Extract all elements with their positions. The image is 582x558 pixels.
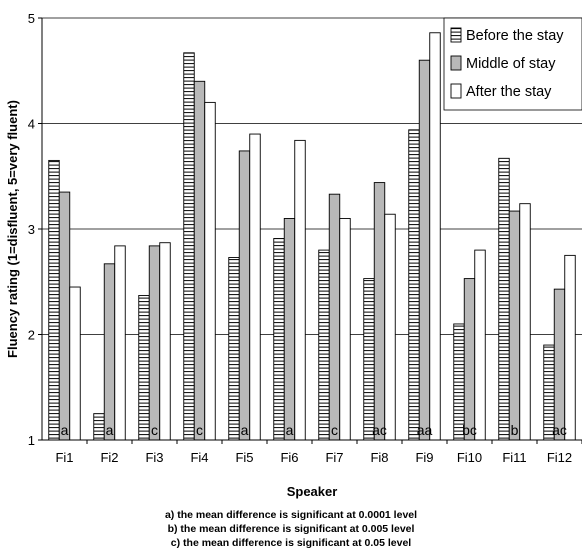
bar-before-the-stay [183,52,195,441]
x-tick-label: Fi9 [415,450,433,465]
x-tick-label: Fi2 [100,450,118,465]
footnote-a: a) the mean difference is significant at… [164,509,418,521]
bar-middle-of-stay [283,217,296,441]
bar-before-the-stay [363,278,375,441]
bar-before-the-stay [93,413,105,441]
bar-middle-of-stay [58,191,71,441]
bar-middle-of-stay [463,278,476,441]
bar-middle-of-stay [148,245,161,441]
footnote-b: b) the mean difference is significant at… [167,523,415,535]
bar-before-the-stay [138,295,150,441]
labels: 1 2 3 4 5 Fi1 a Fi2 a Fi3 c Fi4 c Fi5 a Fi6 a Fi7 c Fi8 ac Fi… [5,11,572,499]
footnotes: a) the mean difference is significant at… [0,508,582,550]
bar-middle-of-stay [193,80,206,441]
legend-label: Middle of stay [466,56,556,72]
x-tick-label: Fi4 [190,450,208,465]
significance-label: bc [462,422,477,438]
bar-after-the-stay [339,217,351,441]
y-tick-label: 2 [28,328,35,343]
significance-label: c [331,422,338,438]
legend-swatch [450,27,462,43]
bar-after-the-stay [294,139,306,441]
significance-label: b [511,422,519,438]
x-tick-label: Fi11 [502,450,526,465]
legend-label: After the stay [466,84,552,100]
y-axis-title: Fluency rating (1=disfluent, 5=very flue… [5,100,20,358]
bar-before-the-stay [408,129,420,441]
significance-label: ac [552,422,567,438]
bar-before-the-stay [228,257,240,441]
bars [48,32,576,441]
bar-middle-of-stay [508,210,521,441]
x-tick-label: Fi7 [325,450,343,465]
y-tick-label: 3 [28,222,35,237]
bar-after-the-stay [204,101,216,441]
legend-label: Before the stay [466,28,564,44]
axes [38,17,582,444]
significance-label: a [61,422,69,438]
bar-before-the-stay [48,159,60,441]
bar-before-the-stay [498,157,510,441]
x-tick-label: Fi10 [457,450,482,465]
x-tick-label: Fi6 [280,450,298,465]
bar-middle-of-stay [238,150,251,441]
significance-label: ac [372,422,387,438]
y-tick-label: 1 [28,433,35,448]
bar-middle-of-stay [328,193,341,441]
legend-swatch [450,83,462,99]
x-tick-label: Fi8 [370,450,388,465]
legend-swatch [450,55,462,71]
x-tick-label: Fi12 [547,450,572,465]
significance-label: aa [417,422,433,438]
bar-after-the-stay [564,254,576,441]
bar-middle-of-stay [553,288,566,441]
bar-after-the-stay [429,32,441,441]
bar-middle-of-stay [373,182,386,441]
significance-label: a [286,422,294,438]
footnote-c: c) the mean difference is significant at… [170,537,412,549]
y-tick-label: 5 [28,11,35,26]
legend-box [443,17,582,111]
significance-label: c [196,422,203,438]
significance-label: a [241,422,249,438]
x-tick-label: Fi1 [55,450,73,465]
bar-after-the-stay [384,213,396,441]
bar-before-the-stay [273,238,285,441]
bar-after-the-stay [474,249,486,441]
bar-after-the-stay [114,245,126,441]
bar-middle-of-stay [418,59,431,441]
significance-label: c [151,422,158,438]
x-tick-label: Fi5 [235,450,253,465]
bar-after-the-stay [159,242,171,441]
bar-after-the-stay [249,133,261,441]
legend: Before the stay Middle of stay After the s… [443,17,582,111]
x-tick-label: Fi3 [145,450,163,465]
x-axis-title: Speaker [287,484,338,499]
bar-after-the-stay [69,286,81,441]
significance-label: a [106,422,114,438]
bar-before-the-stay [318,249,330,441]
y-tick-label: 4 [28,117,35,132]
bar-middle-of-stay [103,263,116,441]
bar-after-the-stay [519,203,531,441]
